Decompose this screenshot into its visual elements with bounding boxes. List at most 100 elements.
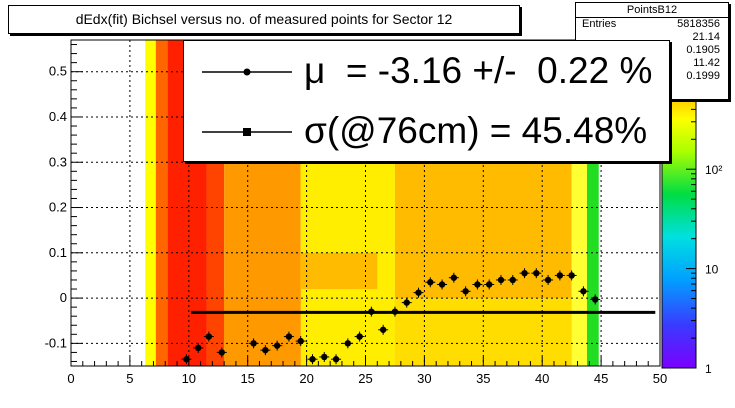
- stats-value: 0.1999: [686, 70, 720, 82]
- point-marker: [415, 289, 422, 296]
- point-marker: [509, 276, 516, 284]
- data-point: [566, 270, 577, 281]
- legend-entry-sigma: σ(@76cm) = 45.48%: [184, 101, 669, 161]
- data-point: [495, 274, 506, 285]
- point-marker: [344, 340, 352, 347]
- point-marker: [544, 276, 552, 284]
- y-tick-label: -0.1: [45, 335, 67, 350]
- data-point: [413, 287, 424, 298]
- heatmap-cell: [300, 252, 378, 290]
- y-tick-label: 0.4: [49, 109, 67, 124]
- stats-row: 11.42: [576, 57, 728, 70]
- data-point: [425, 277, 436, 288]
- data-point: [389, 306, 400, 317]
- heatmap-column: [155, 40, 168, 366]
- point-marker: [391, 308, 399, 315]
- legend-label: μ = -3.16 +/- 0.22 %: [304, 50, 653, 91]
- stats-value: 21.14: [692, 31, 720, 43]
- data-point: [531, 268, 542, 279]
- point-marker: [332, 356, 340, 363]
- point-marker: [262, 346, 269, 354]
- z-tick-label: 10: [705, 263, 719, 277]
- point-marker: [205, 333, 213, 340]
- heatmap-cell: [224, 289, 301, 366]
- stats-row: 0.1999: [576, 70, 728, 83]
- legend: μ = -3.16 +/- 0.22 % σ(@76cm) = 45.48%: [183, 40, 670, 162]
- data-point: [272, 340, 283, 351]
- data-point: [578, 286, 589, 297]
- stats-value: 0.1905: [686, 44, 720, 56]
- point-marker: [379, 326, 387, 333]
- stats-row: 21.14: [576, 31, 728, 44]
- point-marker: [309, 356, 316, 363]
- legend-marker-circle: [202, 68, 292, 76]
- y-axis: -0.1 0 0.1 0.2 0.3 0.4 0.5: [45, 44, 83, 362]
- point-marker: [462, 288, 469, 295]
- data-point: [554, 270, 565, 281]
- point-marker: [521, 269, 528, 277]
- y-tick-label: 0.1: [49, 245, 67, 260]
- y-tick-label: 0.5: [49, 64, 67, 79]
- data-point: [295, 336, 306, 347]
- y-tick-label: 0: [60, 290, 67, 305]
- x-tick-label: 5: [126, 371, 133, 386]
- data-point: [260, 345, 271, 356]
- point-marker: [592, 296, 599, 303]
- data-point: [181, 354, 192, 365]
- x-axis: 0 5 10 15 20 25 30 35 40 45 50: [67, 357, 667, 386]
- point-marker: [250, 340, 257, 347]
- data-point: [307, 354, 318, 365]
- data-point: [448, 272, 459, 283]
- x-tick-label: 0: [67, 371, 74, 386]
- heatmap-column: [586, 40, 599, 366]
- legend-entry-mu: μ = -3.16 +/- 0.22 %: [184, 41, 669, 101]
- data-point: [342, 338, 353, 349]
- x-tick-label: 40: [535, 371, 549, 386]
- stats-row-entries: Entries 5818356: [576, 18, 728, 31]
- x-tick-label: 15: [240, 371, 254, 386]
- y-tick-label: 0.3: [49, 154, 67, 169]
- data-point: [590, 294, 601, 305]
- point-marker: [533, 269, 540, 277]
- stats-label: Entries: [582, 18, 617, 30]
- x-tick-label: 45: [594, 371, 608, 386]
- point-marker: [321, 353, 328, 361]
- point-marker: [474, 281, 481, 288]
- heatmap-cell: [394, 298, 572, 366]
- point-marker: [218, 349, 225, 356]
- data-point: [283, 331, 294, 342]
- heatmap-cell: [300, 148, 319, 208]
- point-marker: [195, 344, 202, 352]
- point-marker: [285, 333, 293, 340]
- data-point: [319, 351, 330, 362]
- point-marker: [403, 299, 410, 306]
- x-tick-label: 30: [417, 371, 431, 386]
- data-point: [248, 338, 259, 349]
- stats-value: 5818356: [677, 18, 720, 30]
- data-point: [401, 297, 412, 308]
- x-tick-label: 25: [358, 371, 372, 386]
- data-point: [507, 274, 518, 285]
- data-point: [193, 342, 204, 353]
- point-marker: [356, 333, 363, 340]
- z-tick-label: 1: [705, 362, 712, 376]
- point-marker: [438, 281, 446, 288]
- point-marker: [497, 276, 505, 284]
- point-marker: [556, 272, 564, 279]
- point-marker: [368, 308, 375, 315]
- data-point: [354, 331, 365, 342]
- point-marker: [297, 337, 304, 345]
- point-marker: [427, 279, 434, 286]
- x-tick-label: 50: [653, 371, 667, 386]
- data-point: [378, 324, 389, 335]
- x-tick-label: 10: [182, 371, 196, 386]
- stats-row: 0.1905: [576, 44, 728, 57]
- point-marker: [568, 272, 575, 279]
- chart-title: dEdx(fit) Bichsel versus no. of measured…: [8, 5, 520, 34]
- data-point: [472, 279, 483, 290]
- data-point: [519, 268, 530, 279]
- point-marker: [183, 356, 190, 363]
- data-point: [366, 306, 377, 317]
- point-marker: [485, 281, 493, 288]
- point-marker: [450, 274, 458, 281]
